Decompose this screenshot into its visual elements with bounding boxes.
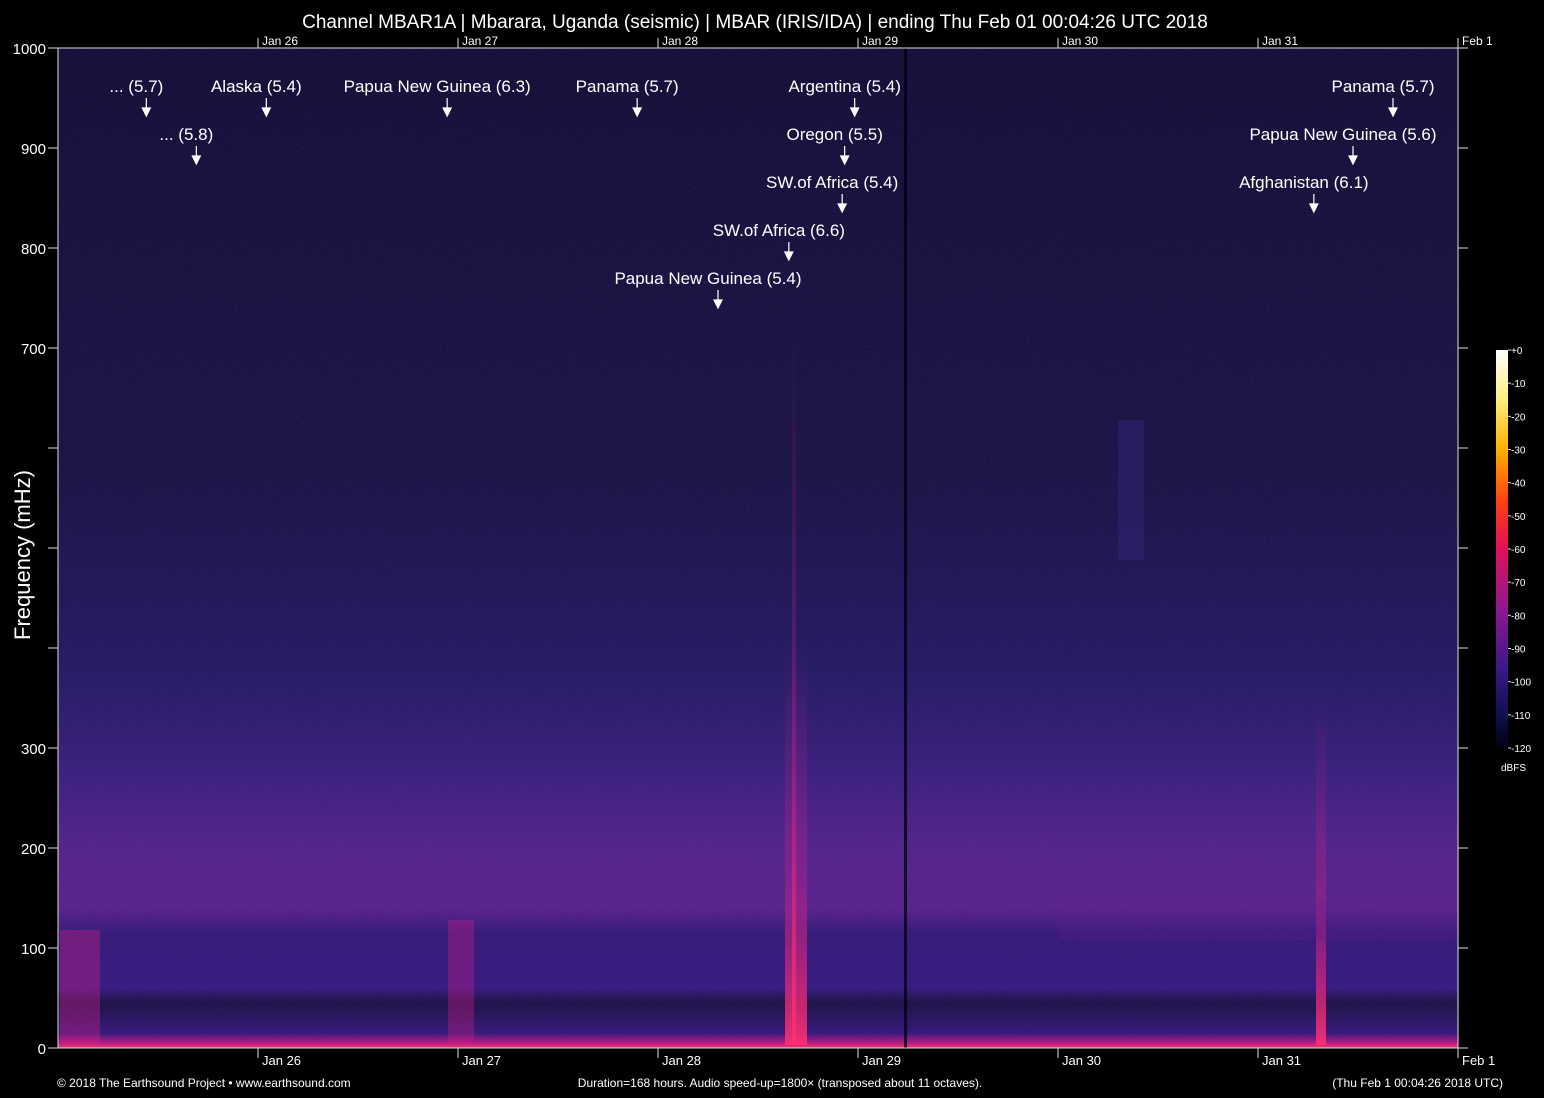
footer-left: © 2018 The Earthsound Project • www.eart… bbox=[57, 1076, 351, 1090]
event-arrow bbox=[1348, 146, 1358, 166]
event-arrow bbox=[783, 242, 794, 262]
annotation-label: ... (5.7) bbox=[109, 77, 163, 96]
x-tick-label: Feb 1 bbox=[1462, 1053, 1495, 1068]
event-arrow bbox=[632, 98, 643, 118]
annotation-label: Alaska (5.4) bbox=[211, 77, 302, 96]
colorbar-tick-label: -40 bbox=[1511, 479, 1526, 490]
annotation-label: ... (5.8) bbox=[159, 125, 213, 144]
x-tick-label: Jan 28 bbox=[662, 1053, 701, 1068]
x-tick-label-top: Jan 29 bbox=[862, 34, 898, 48]
colorbar-tick-label: -80 bbox=[1511, 611, 1526, 622]
y-tick-label: 100 bbox=[21, 941, 46, 958]
event-arrow bbox=[261, 98, 272, 118]
event-arrow bbox=[1308, 194, 1319, 214]
event-arrow bbox=[849, 98, 860, 118]
footer-right: (Thu Feb 1 00:04:26 2018 UTC) bbox=[1332, 1076, 1503, 1090]
x-tick-label-top: Jan 28 bbox=[662, 34, 698, 48]
annotation-label: Afghanistan (6.1) bbox=[1239, 173, 1368, 192]
annotation-label: Papua New Guinea (6.3) bbox=[344, 77, 531, 96]
annotation-label: SW.of Africa (5.4) bbox=[766, 173, 898, 192]
x-tick-label: Jan 29 bbox=[862, 1053, 901, 1068]
event-arrow bbox=[1388, 98, 1398, 118]
annotation-label: Papua New Guinea (5.6) bbox=[1249, 125, 1436, 144]
y-tick-label: 1000 bbox=[13, 41, 46, 58]
annotation-label: Panama (5.7) bbox=[576, 77, 679, 96]
x-tick-label-top: Jan 27 bbox=[462, 34, 498, 48]
colorbar-tick-label: -120 bbox=[1511, 744, 1531, 755]
y-tick-label: 200 bbox=[21, 841, 46, 858]
event-arrow bbox=[442, 98, 453, 118]
colorbar-tick-label: -70 bbox=[1511, 578, 1526, 589]
annotation-label: Oregon (5.5) bbox=[786, 125, 882, 144]
spectrogram-image bbox=[58, 48, 1458, 1048]
x-tick-label: Jan 27 bbox=[462, 1053, 501, 1068]
x-tick-label-top: Jan 30 bbox=[1062, 34, 1098, 48]
colorbar-tick-label: -10 bbox=[1511, 379, 1526, 390]
colorbar-tick-label: -110 bbox=[1511, 711, 1531, 722]
x-tick-label-top: Jan 31 bbox=[1262, 34, 1298, 48]
event-arrow bbox=[141, 98, 152, 118]
y-tick-label: 300 bbox=[21, 741, 46, 758]
colorbar-label: dBFS bbox=[1501, 763, 1526, 774]
x-tick-label-top: Jan 26 bbox=[262, 34, 298, 48]
colorbar-tick-label: -20 bbox=[1511, 412, 1526, 423]
colorbar-tick-label: +0 bbox=[1511, 346, 1523, 357]
chart-title: Channel MBAR1A | Mbarara, Uganda (seismi… bbox=[302, 12, 1208, 33]
colorbar bbox=[1496, 350, 1508, 748]
y-tick-label: 900 bbox=[21, 141, 46, 158]
annotation-label: Argentina (5.4) bbox=[788, 77, 900, 96]
x-tick-label: Jan 30 bbox=[1062, 1053, 1101, 1068]
annotation-label: Panama (5.7) bbox=[1332, 77, 1435, 96]
annotation-label: Papua New Guinea (5.4) bbox=[614, 269, 801, 288]
y-tick-label: 800 bbox=[21, 241, 46, 258]
colorbar-tick-label: -30 bbox=[1511, 446, 1526, 457]
colorbar-tick-label: -100 bbox=[1511, 678, 1531, 689]
y-axis-label: Frequency (mHz) bbox=[10, 470, 35, 640]
event-arrow bbox=[839, 146, 850, 166]
footer-center: Duration=168 hours. Audio speed-up=1800×… bbox=[578, 1076, 982, 1090]
colorbar-tick-label: -50 bbox=[1511, 512, 1526, 523]
x-tick-label: Jan 31 bbox=[1262, 1053, 1301, 1068]
colorbar-tick-label: -90 bbox=[1511, 645, 1526, 656]
event-arrow bbox=[191, 146, 202, 166]
x-tick-label: Jan 26 bbox=[262, 1053, 301, 1068]
y-tick-label: 0 bbox=[38, 1041, 46, 1058]
event-arrow bbox=[837, 194, 848, 214]
y-tick-label: 700 bbox=[21, 341, 46, 358]
annotation-label: SW.of Africa (6.6) bbox=[713, 221, 845, 240]
colorbar-tick-label: -60 bbox=[1511, 545, 1526, 556]
x-tick-label-top: Feb 1 bbox=[1462, 34, 1493, 48]
event-arrow bbox=[713, 290, 723, 310]
